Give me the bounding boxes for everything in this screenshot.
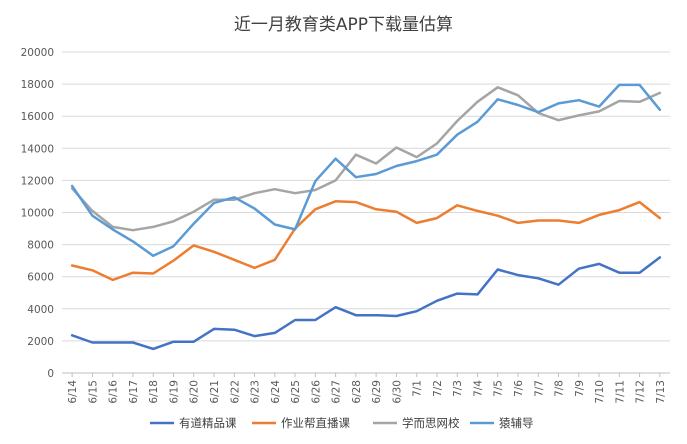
x-axis: 6/14 6/15 6/16 6/17 6/18 6/19 6/20 6/21 6/22 6/23…: [67, 373, 667, 404]
legend: 有道精品课 作业帮直播课 学而思网校 猿辅导: [150, 416, 534, 430]
y-tick-label: 4000: [27, 304, 54, 316]
x-tick-label: 6/16: [108, 380, 120, 404]
x-tick-label: 7/8: [554, 380, 566, 397]
x-tick-label: 6/19: [168, 380, 180, 404]
y-axis: 0 2000 4000 6000 8000 10000 12000 14000 16000 180…: [21, 47, 54, 380]
series-line-3: [70, 86, 662, 232]
x-tick-label: 7/12: [635, 380, 647, 404]
x-tick-label: 6/22: [229, 380, 241, 404]
x-tick-label: 6/21: [209, 380, 221, 404]
x-tick-label: 7/1: [412, 380, 424, 397]
y-tick-label: 8000: [27, 240, 54, 252]
y-tick-label: 14000: [21, 143, 54, 155]
x-tick-label: 7/3: [452, 380, 464, 397]
x-tick-label: 6/30: [391, 380, 403, 404]
x-tick-label: 7/4: [472, 380, 484, 397]
x-tick-label: 6/15: [87, 380, 99, 404]
y-tick-label: 10000: [21, 208, 54, 220]
y-tick-label: 20000: [21, 47, 54, 59]
gridlines: [62, 51, 670, 374]
x-tick-label: 7/5: [493, 380, 505, 397]
x-tick-label: 7/2: [432, 380, 444, 397]
x-tick-label: 6/27: [331, 380, 343, 404]
x-tick-label: 6/14: [67, 380, 79, 404]
chart-title: 近一月教育类APP下载量估算: [234, 15, 453, 35]
x-tick-label: 6/24: [270, 380, 282, 404]
x-tick-label: 6/18: [148, 380, 160, 404]
x-tick-label: 6/23: [250, 380, 262, 404]
y-tick-label: 0: [47, 368, 54, 380]
series-lines: [70, 83, 662, 351]
x-tick-label: 7/7: [533, 380, 545, 397]
legend-label: 有道精品课: [179, 416, 237, 430]
x-tick-label: 6/26: [310, 380, 322, 404]
y-tick-label: 2000: [27, 336, 54, 348]
x-tick-label: 6/25: [290, 380, 302, 404]
y-tick-label: 12000: [21, 175, 54, 187]
y-tick-label: 18000: [21, 79, 54, 91]
x-tick-label: 6/17: [128, 380, 140, 404]
x-tick-label: 6/29: [371, 380, 383, 404]
x-tick-label: 7/10: [594, 380, 606, 404]
series-line-1: [70, 256, 662, 351]
legend-label: 学而思网校: [402, 416, 460, 430]
legend-label: 作业帮直播课: [281, 416, 350, 430]
x-tick-label: 6/28: [351, 380, 363, 404]
x-tick-label: 6/20: [189, 380, 201, 404]
legend-label: 猿辅导: [499, 416, 534, 430]
x-tick-label: 7/6: [513, 380, 525, 397]
x-tick-label: 7/13: [655, 380, 667, 404]
x-tick-label: 7/9: [574, 380, 586, 397]
x-tick-label: 7/11: [614, 380, 626, 404]
series-line-4: [70, 83, 662, 258]
series-line-2: [70, 200, 662, 282]
y-tick-label: 16000: [21, 111, 54, 123]
y-tick-label: 6000: [27, 272, 54, 284]
